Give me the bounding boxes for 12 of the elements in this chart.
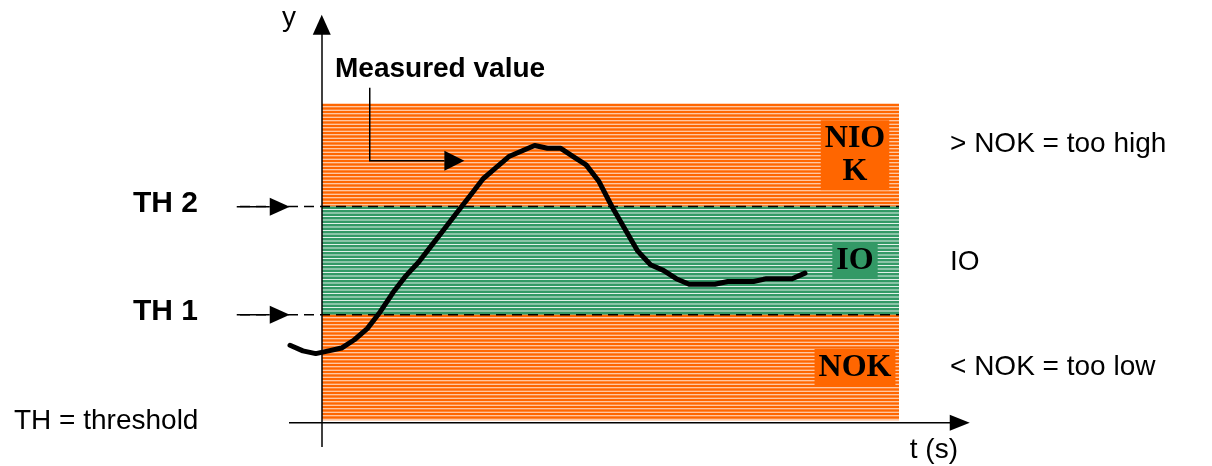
text: IO (950, 244, 980, 276)
ref-line-label: TH 1 (132, 293, 198, 327)
text: TH = threshold (14, 404, 199, 435)
x-axis-title: t (s) (909, 433, 958, 464)
band-label: IO (836, 239, 874, 276)
band-label: NOK (818, 346, 892, 383)
band-label: NIOK (824, 117, 886, 187)
text: < NOK = too low (950, 350, 1157, 382)
text: > NOK = too high (950, 127, 1167, 159)
text: Measured value (335, 52, 546, 84)
ref-line-label: TH 2 (132, 184, 198, 218)
y-axis-title: y (282, 1, 296, 32)
